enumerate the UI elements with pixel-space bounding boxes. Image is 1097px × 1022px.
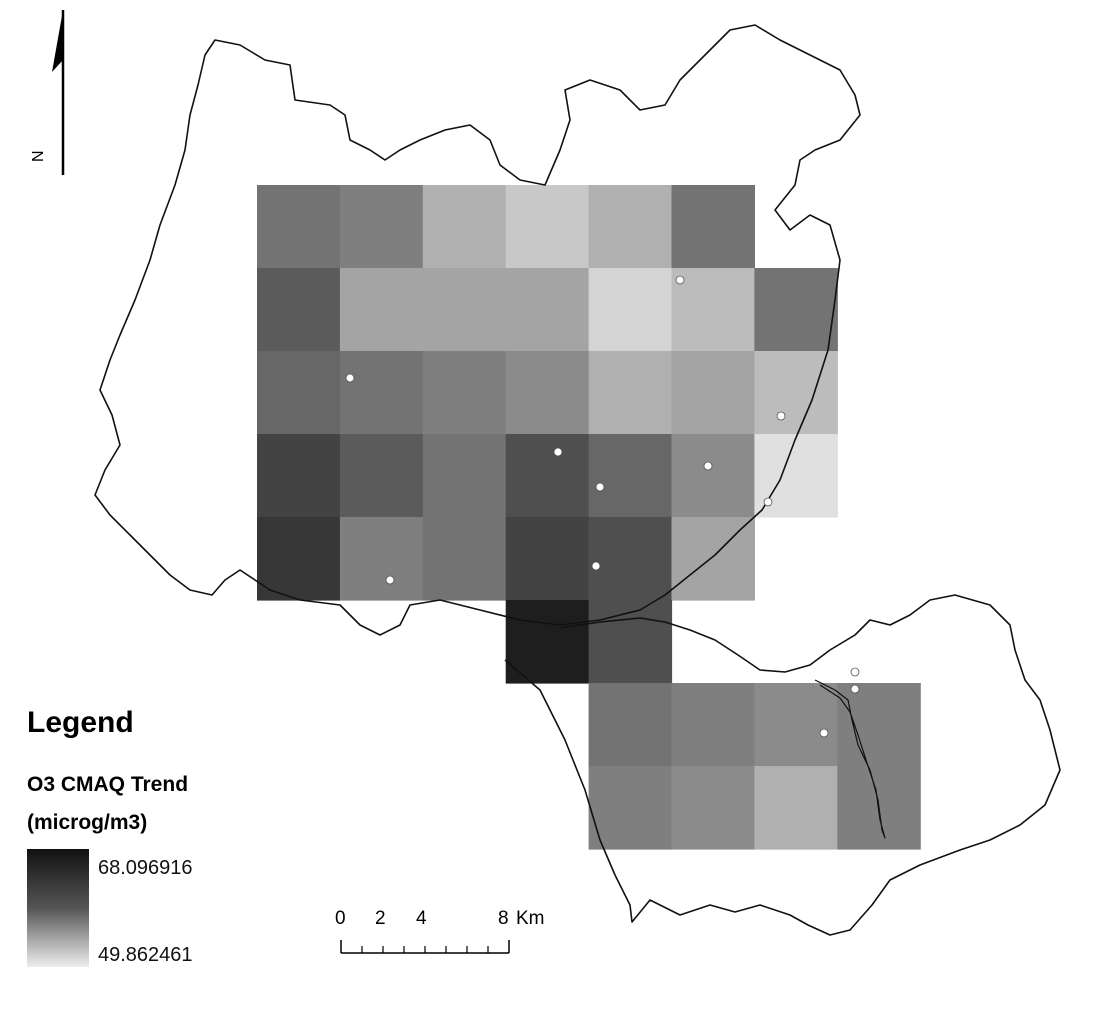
- grid-cell: [339, 351, 424, 435]
- station-marker: [385, 575, 395, 585]
- legend-title: Legend: [27, 706, 134, 739]
- grid-cell: [339, 517, 424, 601]
- grid-cell: [422, 517, 507, 601]
- grid-cell: [588, 434, 673, 518]
- grid-cell: [671, 517, 755, 601]
- grid-cell: [588, 683, 673, 767]
- scale-label-2: 2: [375, 908, 386, 929]
- grid-cell: [339, 185, 424, 269]
- station-marker: [553, 447, 563, 457]
- grid-cell: [422, 185, 507, 269]
- grid-cell: [588, 268, 673, 352]
- grid-cell: [588, 185, 673, 269]
- grid-cell: [754, 766, 838, 850]
- grid-cell: [588, 517, 673, 601]
- grid-cell: [505, 434, 590, 518]
- grid-cell: [505, 351, 590, 435]
- region-boundary-north: [94, 24, 861, 636]
- station-marker: [763, 497, 773, 507]
- station-marker: [819, 728, 829, 738]
- grid-cell: [505, 268, 590, 352]
- scale-label-4: 4: [416, 908, 427, 929]
- north-arrow-icon: N: [30, 10, 65, 175]
- scale-bar: 0 2 4 8 Km: [335, 908, 545, 954]
- grid-cell: [422, 268, 507, 352]
- grid-cell: [257, 517, 341, 601]
- grid-cell: [671, 434, 755, 518]
- station-marker: [345, 373, 355, 383]
- legend-layer-name: O3 CMAQ Trend: [27, 773, 189, 796]
- station-marker: [675, 275, 685, 285]
- grid-cell: [588, 766, 673, 850]
- scale-label-8: 8: [498, 908, 509, 929]
- grid-cell: [257, 268, 341, 352]
- grid-cell: [505, 517, 590, 601]
- grid-cell: [257, 185, 341, 269]
- grid-cell: [671, 268, 755, 352]
- legend-max-value: 68.096916: [98, 857, 193, 879]
- grid-cell: [671, 766, 755, 850]
- grid-cell: [837, 683, 921, 767]
- grid-cell: [505, 600, 590, 684]
- station-marker: [591, 561, 601, 571]
- region-boundary-south: [504, 594, 1061, 936]
- grid-cell: [422, 351, 507, 435]
- station-marker: [850, 667, 860, 677]
- monitoring-stations: [345, 275, 860, 738]
- station-marker: [595, 482, 605, 492]
- legend-layer-units: (microg/m3): [27, 811, 148, 834]
- grid-cell: [754, 683, 838, 767]
- grid-cell: [505, 185, 590, 269]
- grid-cell: [588, 600, 673, 684]
- station-marker: [850, 684, 860, 694]
- grid-cell: [671, 351, 755, 435]
- grid-cell: [339, 268, 424, 352]
- river-line: [814, 679, 886, 839]
- grid-cell: [422, 434, 507, 518]
- grid-cell: [671, 185, 755, 269]
- grid-cell: [754, 351, 838, 435]
- grid-cell: [754, 268, 838, 352]
- o3-trend-grid: [257, 185, 921, 850]
- grid-cell: [257, 434, 341, 518]
- station-marker: [703, 461, 713, 471]
- grid-cell: [339, 434, 424, 518]
- legend-min-value: 49.862461: [98, 944, 193, 966]
- station-marker: [776, 411, 786, 421]
- grid-cell: [588, 351, 673, 435]
- grid-cell: [257, 351, 341, 435]
- north-label: N: [30, 150, 47, 162]
- scale-unit: Km: [516, 908, 545, 929]
- grid-cell: [671, 683, 755, 767]
- legend-color-ramp: [27, 849, 89, 967]
- scale-label-0: 0: [335, 908, 346, 929]
